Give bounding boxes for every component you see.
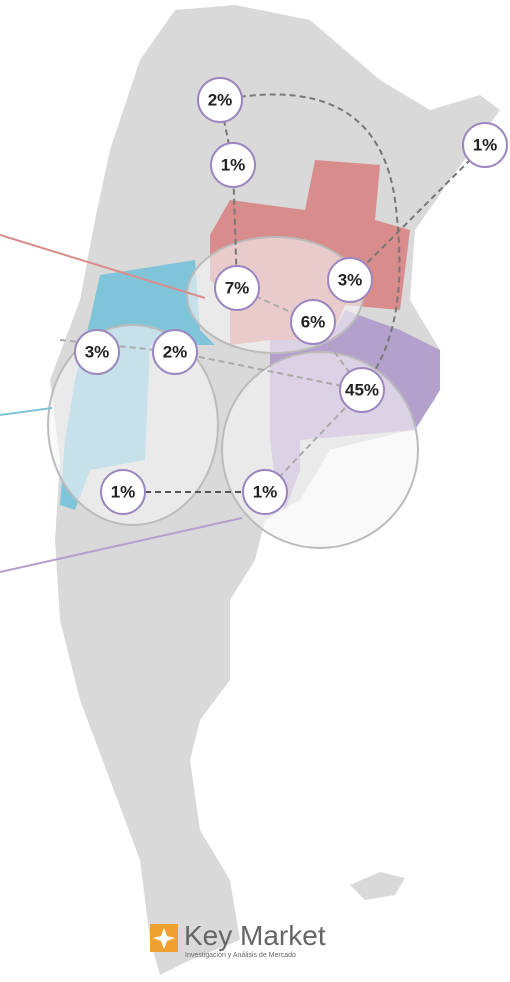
marker-label: 3% [85,343,110,362]
marker: 1% [462,122,508,168]
marker-circle [339,367,385,413]
marker: 7% [214,265,260,311]
route [264,389,363,493]
marker-circle [210,142,256,188]
marker-label: 1% [111,483,136,502]
pointer-line [0,407,53,416]
logo-name: Key Market [184,920,326,951]
logo-icon-star [153,928,175,949]
route [219,93,401,391]
marker-label: 45% [345,381,379,400]
logo-tagline: Investigación y Análisis de Mercado [185,952,296,959]
marker-label: 1% [221,156,246,175]
marker-label: 7% [225,279,250,298]
marker-label: 1% [473,136,498,155]
marker: 2% [197,77,243,123]
marker-circle [242,469,288,515]
marker-circle [100,469,146,515]
marker: 1% [210,142,256,188]
marker-circle [214,265,260,311]
marker: 45% [339,367,385,413]
logo: Key Market Investigación y Análisis de M… [150,920,326,959]
marker-label: 2% [208,91,233,110]
marker-label: 3% [338,271,363,290]
marker: 6% [290,299,336,345]
pointer-line [0,234,206,299]
marker: 2% [152,329,198,375]
pointer-line [0,517,243,573]
marker: 1% [100,469,146,515]
marker: 3% [74,329,120,375]
marker-circle [290,299,336,345]
marker-circle [152,329,198,375]
islands [350,872,405,900]
marker: 3% [327,257,373,303]
marker-label: 2% [163,343,188,362]
marker-circle [74,329,120,375]
marker-circle [462,122,508,168]
marker-circle [197,77,243,123]
route [349,144,486,281]
marker-label: 1% [253,483,278,502]
marker-circle [327,257,373,303]
marker: 1% [242,469,288,515]
zone-circle [47,324,219,526]
marker-label: 6% [301,313,326,332]
